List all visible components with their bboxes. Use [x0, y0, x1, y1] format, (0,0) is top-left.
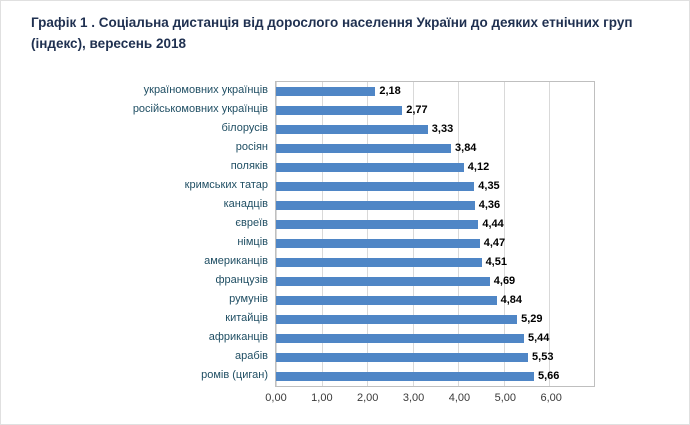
plot-area: 2,18 2,77 3,33 3,84 4,12 4,35 4,36 4,44 4,47 4,51… [275, 80, 595, 387]
bar [276, 105, 403, 115]
bar-row: 4,69 [276, 272, 594, 291]
value-label: 2,18 [379, 84, 401, 97]
x-tick-label: 5,00 [494, 391, 517, 404]
value-label: 4,36 [478, 198, 501, 211]
bar-row: 4,35 [276, 177, 594, 196]
category-label: росіян [235, 140, 268, 153]
value-label: 5,44 [527, 331, 550, 344]
value-label: 4,69 [493, 274, 516, 287]
category-label: російськомовних українців [132, 102, 268, 115]
bar [276, 257, 482, 267]
category-label: румунів [229, 292, 268, 305]
x-tick-label: 2,00 [357, 391, 379, 404]
value-label: 3,84 [455, 141, 477, 154]
gridline [367, 81, 369, 386]
category-label: німців [237, 235, 268, 248]
bar-row: 2,77 [276, 101, 594, 120]
bar [276, 200, 475, 210]
bar [276, 124, 428, 134]
category-label: україномовних українців [143, 83, 268, 96]
bar [276, 295, 497, 305]
category-label: африканців [208, 330, 268, 343]
category-axis: україномовних українців російськомовних у… [105, 81, 275, 387]
x-tick-label: 1,00 [311, 391, 333, 404]
category-label: ромів (циган) [201, 368, 268, 381]
gridline [276, 81, 277, 386]
bar-row: 5,66 [276, 367, 594, 386]
value-label: 2,77 [406, 103, 428, 116]
x-tick-label: 0,00 [265, 391, 287, 404]
value-label: 5,29 [521, 312, 543, 325]
value-label: 4,44 [482, 217, 504, 230]
bar [276, 219, 479, 229]
value-label: 4,35 [478, 179, 500, 192]
bar [276, 86, 376, 96]
bar-row: 4,47 [276, 234, 594, 253]
category-label: китайців [225, 311, 268, 324]
bar-row: 5,44 [276, 329, 594, 348]
category-label: французів [215, 273, 269, 286]
category-label: арабів [235, 349, 268, 362]
gridline [503, 81, 505, 386]
bar-row: 4,51 [276, 253, 594, 272]
gridline [458, 81, 460, 386]
value-label: 4,47 [483, 236, 506, 249]
bar-row: 4,84 [276, 291, 594, 310]
value-label: 4,12 [467, 160, 490, 173]
bar [276, 238, 480, 248]
bar [276, 162, 464, 172]
bar-row: 5,29 [276, 310, 594, 329]
bar [276, 314, 518, 324]
category-label: білорусів [221, 121, 268, 134]
gridline [549, 81, 551, 386]
bar [276, 352, 529, 362]
bar-row: 5,53 [276, 348, 594, 367]
bar-row: 4,36 [276, 196, 594, 215]
x-tick-label: 6,00 [540, 391, 562, 404]
chart-title: Графік 1 . Соціальна дистанція від дорос… [31, 15, 633, 51]
bar [276, 181, 475, 191]
value-label: 4,84 [500, 293, 523, 306]
value-label: 3,33 [431, 122, 454, 135]
bar-row: 3,84 [276, 139, 594, 158]
value-label: 5,66 [537, 369, 560, 382]
category-label: канадців [223, 197, 268, 210]
category-label: євреїв [235, 216, 268, 229]
bar-row: 4,44 [276, 215, 594, 234]
x-tick-label: 4,00 [448, 391, 471, 404]
value-label: 4,51 [485, 255, 507, 268]
bar-row: 3,33 [276, 120, 594, 139]
value-label: 5,53 [532, 350, 554, 363]
bar-row: 4,12 [276, 158, 594, 177]
bar [276, 143, 452, 153]
gridline [412, 81, 414, 386]
bar-chart: україномовних українців російськомовних у… [105, 80, 689, 387]
category-label: американців [204, 254, 268, 267]
category-label: поляків [230, 159, 268, 172]
bar [276, 276, 490, 286]
x-axis: 0,00 1,00 2,00 3,00 4,00 5,00 6,00 [265, 387, 596, 407]
bar [276, 371, 534, 381]
gridline [321, 81, 323, 386]
bar [276, 333, 524, 343]
category-label: кримських татар [184, 178, 268, 191]
bar-row: 2,18 [276, 82, 594, 101]
x-tick-label: 3,00 [402, 391, 425, 404]
